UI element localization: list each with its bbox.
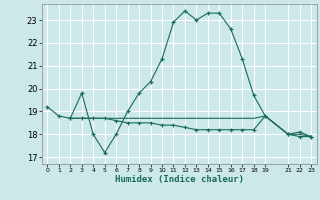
X-axis label: Humidex (Indice chaleur): Humidex (Indice chaleur) <box>115 175 244 184</box>
